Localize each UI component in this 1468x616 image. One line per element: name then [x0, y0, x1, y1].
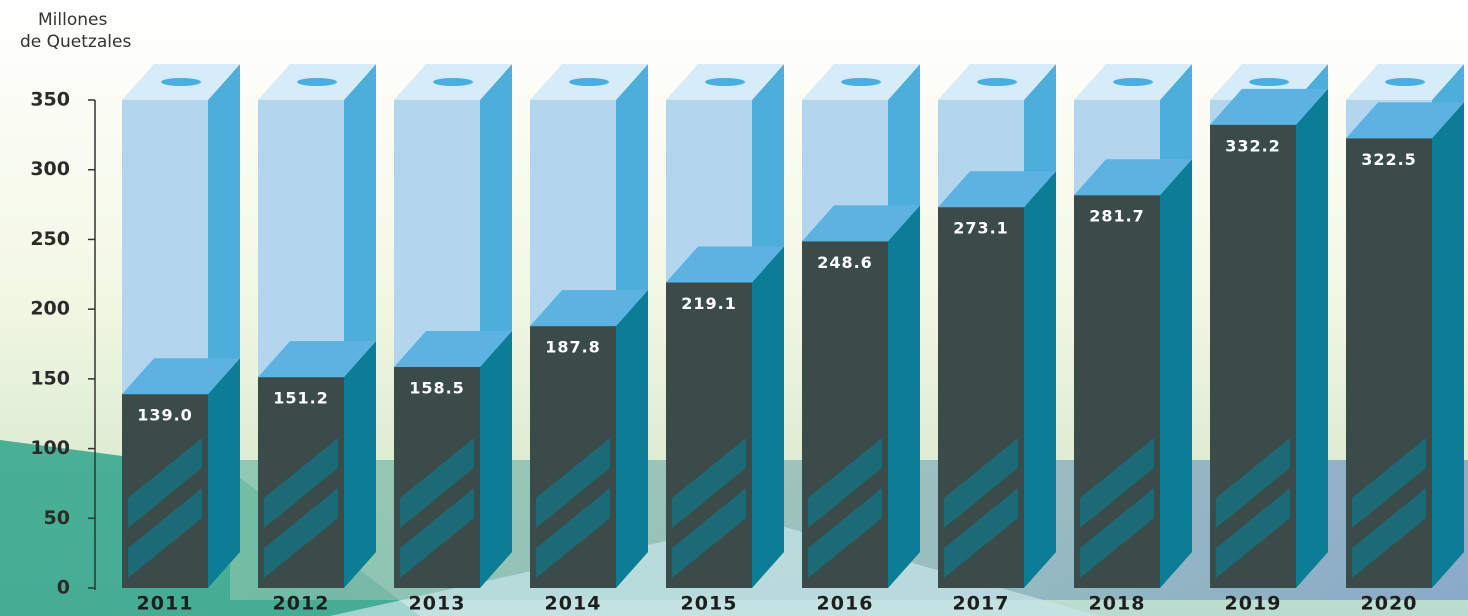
value-label: 219.1: [681, 294, 737, 313]
bar-stripe: [1080, 438, 1154, 528]
y-tick-label: 0: [57, 577, 70, 599]
bar-side: [1160, 159, 1192, 588]
value-label: 322.5: [1361, 150, 1417, 169]
bar-stripe: [536, 438, 610, 528]
bar-top: [802, 205, 920, 242]
bar-side: [208, 358, 240, 588]
bar-stripe: [1352, 488, 1426, 578]
bar-stripe: [400, 438, 474, 528]
y-tick-label: 350: [30, 89, 70, 111]
y-axis-label: de Quetzales: [20, 32, 131, 52]
bar-stripe: [944, 488, 1018, 578]
bar-side: [1024, 171, 1056, 588]
container-hole: [1385, 78, 1425, 86]
bar-side: [616, 290, 648, 588]
x-tick-label: 2015: [681, 593, 738, 615]
bar-stripe: [672, 438, 746, 528]
bar-stripe: [808, 488, 882, 578]
value-label: 273.1: [953, 219, 1009, 238]
bar-top: [258, 341, 376, 378]
y-axis-label: Millones: [38, 10, 107, 30]
bar-top: [666, 246, 784, 283]
bar-stripe: [400, 488, 474, 578]
x-tick-label: 2011: [137, 593, 194, 615]
bar-stripe: [944, 438, 1018, 528]
value-label: 281.7: [1089, 207, 1145, 226]
x-tick-label: 2014: [545, 593, 602, 615]
bar-side: [888, 205, 920, 589]
container-hole: [1113, 78, 1153, 86]
x-tick-label: 2016: [817, 593, 874, 615]
y-tick-label: 50: [44, 507, 70, 529]
x-tick-label: 2020: [1361, 593, 1418, 615]
bar-side: [752, 246, 784, 588]
value-label: 332.2: [1225, 136, 1281, 155]
bar-side: [344, 341, 376, 588]
bar-top: [1074, 159, 1192, 196]
bar-top: [938, 171, 1056, 208]
container-hole: [841, 78, 881, 86]
bar-stripe: [264, 488, 338, 578]
bar-stripe: [1352, 438, 1426, 528]
bar-side: [1432, 102, 1464, 588]
bar-stripe: [1216, 438, 1290, 528]
bar-stripe: [264, 438, 338, 528]
value-label: 248.6: [817, 253, 873, 272]
bar-stripe: [536, 488, 610, 578]
x-tick-label: 2018: [1089, 593, 1146, 615]
x-tick-label: 2012: [273, 593, 330, 615]
container-hole: [705, 78, 745, 86]
y-tick-label: 150: [30, 367, 70, 389]
x-tick-label: 2013: [409, 593, 466, 615]
bar-top: [1210, 88, 1328, 125]
container-hole: [1249, 78, 1289, 86]
container-hole: [433, 78, 473, 86]
bar-top: [394, 331, 512, 368]
bar-side: [480, 331, 512, 588]
bar-top: [530, 290, 648, 327]
bar-stripe: [1216, 488, 1290, 578]
bar-stripe: [128, 438, 202, 528]
value-label: 139.0: [137, 406, 193, 425]
bar-top: [122, 358, 240, 395]
value-label: 158.5: [409, 379, 465, 398]
bar-stripe: [128, 488, 202, 578]
bar-stripe: [808, 438, 882, 528]
bar-stripe: [672, 488, 746, 578]
container-hole: [161, 78, 201, 86]
container-hole: [569, 78, 609, 86]
bar-stripe: [1080, 488, 1154, 578]
x-tick-label: 2017: [953, 593, 1010, 615]
y-tick-label: 300: [30, 158, 70, 180]
y-tick-label: 100: [30, 437, 70, 459]
value-label: 187.8: [545, 338, 601, 357]
container-hole: [297, 78, 337, 86]
container-hole: [977, 78, 1017, 86]
y-tick-label: 250: [30, 228, 70, 250]
bar-top: [1346, 102, 1464, 139]
value-label: 151.2: [273, 389, 329, 408]
bar-side: [1296, 88, 1328, 588]
y-tick-label: 200: [30, 298, 70, 320]
x-tick-label: 2019: [1225, 593, 1282, 615]
